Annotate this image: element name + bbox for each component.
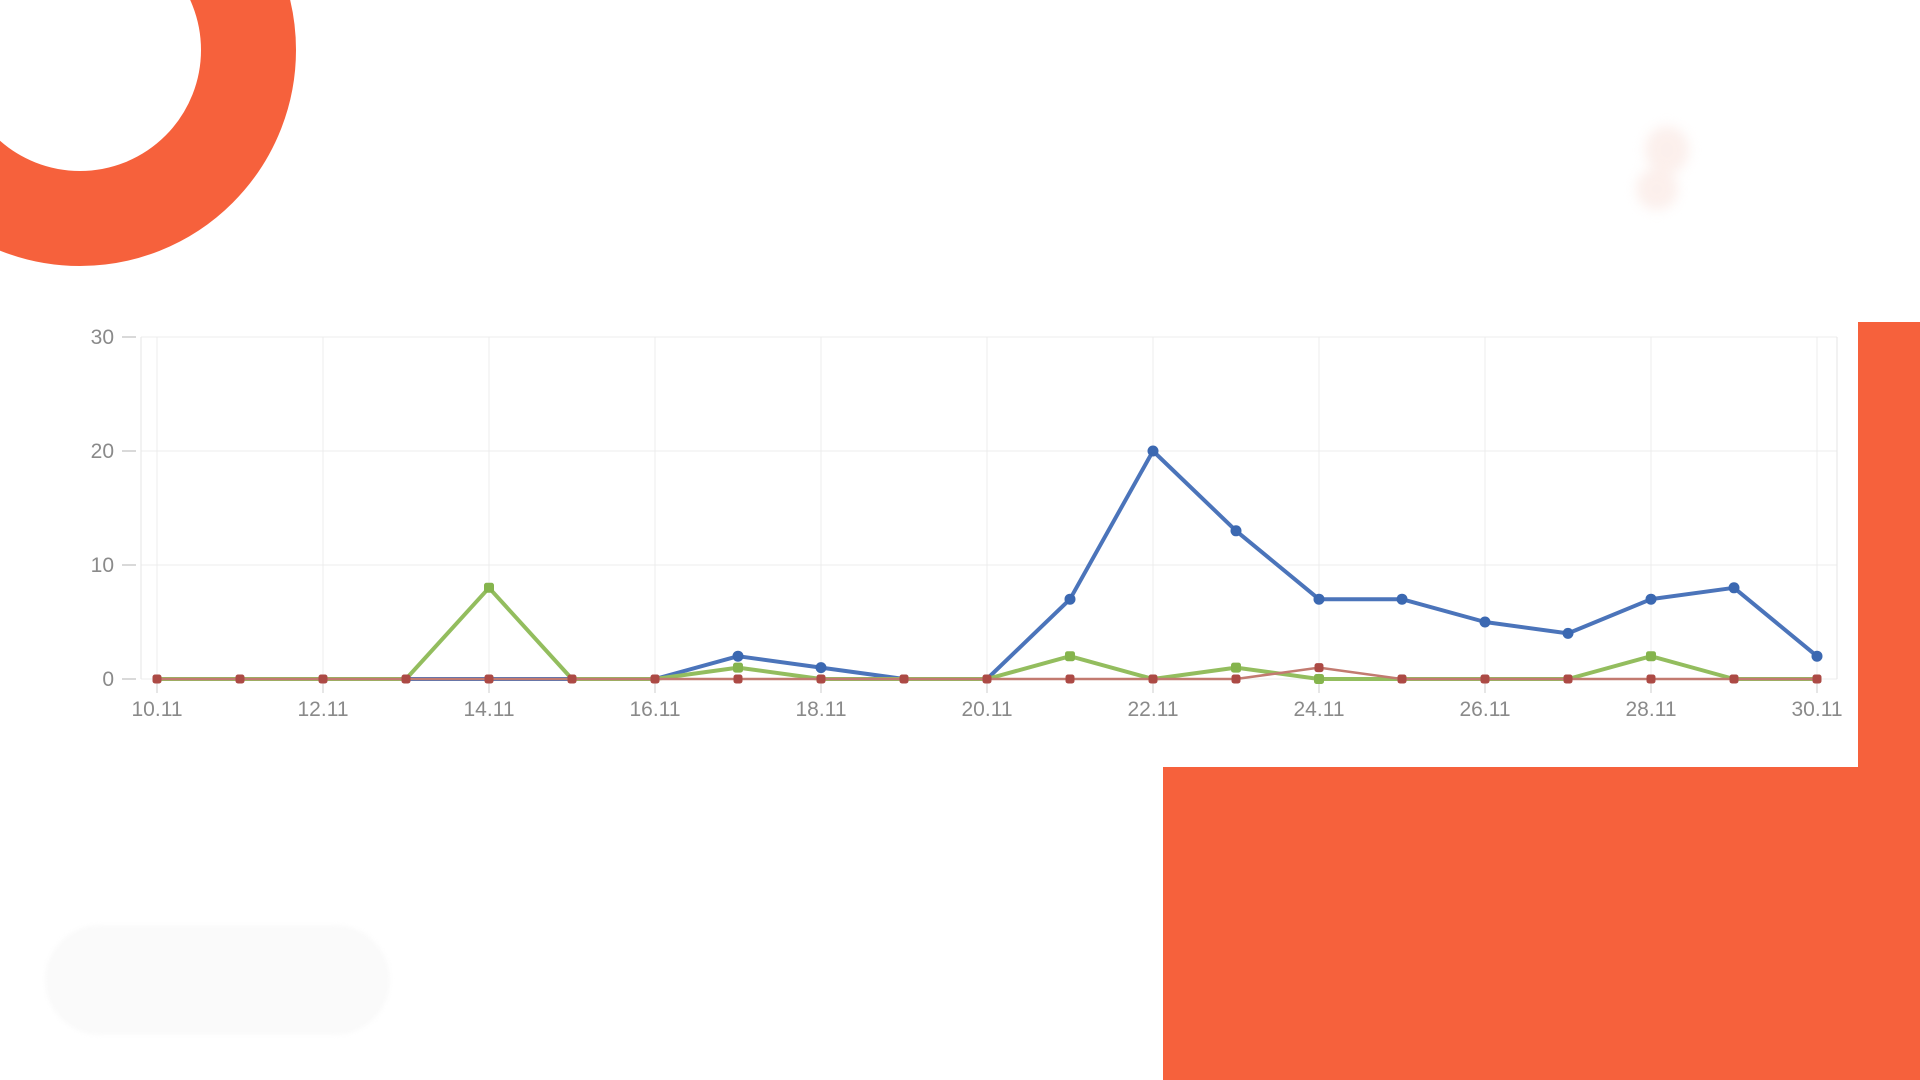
data-point-blue[interactable] (1147, 445, 1159, 457)
data-point-blue[interactable] (1396, 593, 1408, 605)
data-point-red[interactable] (235, 674, 245, 684)
data-point-blue[interactable] (732, 650, 744, 662)
data-point-red[interactable] (1397, 674, 1407, 684)
data-point-blue[interactable] (1562, 627, 1574, 639)
data-point-blue[interactable] (1230, 525, 1242, 537)
decorative-pill (45, 925, 390, 1035)
x-axis-label: 30.11 (1792, 698, 1843, 721)
data-point-blue[interactable] (1064, 593, 1076, 605)
x-axis-label: 14.11 (464, 698, 515, 721)
data-point-red[interactable] (401, 674, 411, 684)
x-axis-label: 28.11 (1626, 698, 1677, 721)
data-point-red[interactable] (1812, 674, 1822, 684)
data-point-red[interactable] (899, 674, 909, 684)
data-point-red[interactable] (650, 674, 660, 684)
data-point-red[interactable] (1065, 674, 1075, 684)
data-point-blue[interactable] (1728, 582, 1740, 594)
decorative-block-bottom-right (1163, 767, 1920, 1080)
y-axis-label: 30 (91, 326, 114, 349)
data-point-blue[interactable] (1811, 650, 1823, 662)
y-axis-label: 0 (102, 668, 114, 691)
data-point-red[interactable] (484, 674, 494, 684)
x-axis-label: 16.11 (630, 698, 681, 721)
data-point-red[interactable] (1480, 674, 1490, 684)
data-point-blue[interactable] (815, 662, 827, 674)
data-point-blue[interactable] (1645, 593, 1657, 605)
data-point-red[interactable] (318, 674, 328, 684)
data-point-green[interactable] (1065, 651, 1075, 662)
decorative-smudge (1636, 168, 1678, 210)
data-point-red[interactable] (1148, 674, 1158, 684)
x-axis-label: 18.11 (796, 698, 847, 721)
x-axis-label: 20.11 (962, 698, 1013, 721)
data-point-blue[interactable] (1313, 593, 1325, 605)
data-point-green[interactable] (484, 582, 494, 593)
data-point-red[interactable] (816, 674, 826, 684)
data-point-blue[interactable] (1479, 616, 1491, 628)
data-point-green[interactable] (1646, 651, 1656, 662)
data-point-red[interactable] (1646, 674, 1656, 684)
data-point-red[interactable] (1729, 674, 1739, 684)
data-point-red[interactable] (733, 674, 743, 684)
data-point-red[interactable] (1314, 663, 1324, 673)
data-point-red[interactable] (982, 674, 992, 684)
x-axis-label: 26.11 (1460, 698, 1511, 721)
data-point-green[interactable] (733, 662, 743, 673)
y-axis-label: 10 (91, 554, 114, 577)
data-point-red[interactable] (152, 674, 162, 684)
y-axis-label: 20 (91, 440, 114, 463)
x-axis-label: 22.11 (1128, 698, 1179, 721)
decorative-smudge (1645, 126, 1689, 174)
x-axis-label: 12.11 (298, 698, 349, 721)
data-point-red[interactable] (567, 674, 577, 684)
x-axis-label: 10.11 (132, 698, 183, 721)
data-point-green[interactable] (1231, 662, 1241, 673)
x-axis-label: 24.11 (1294, 698, 1345, 721)
data-point-red[interactable] (1563, 674, 1573, 684)
decorative-strip-right (1858, 322, 1920, 768)
data-point-red[interactable] (1231, 674, 1241, 684)
data-point-green[interactable] (1314, 674, 1324, 684)
